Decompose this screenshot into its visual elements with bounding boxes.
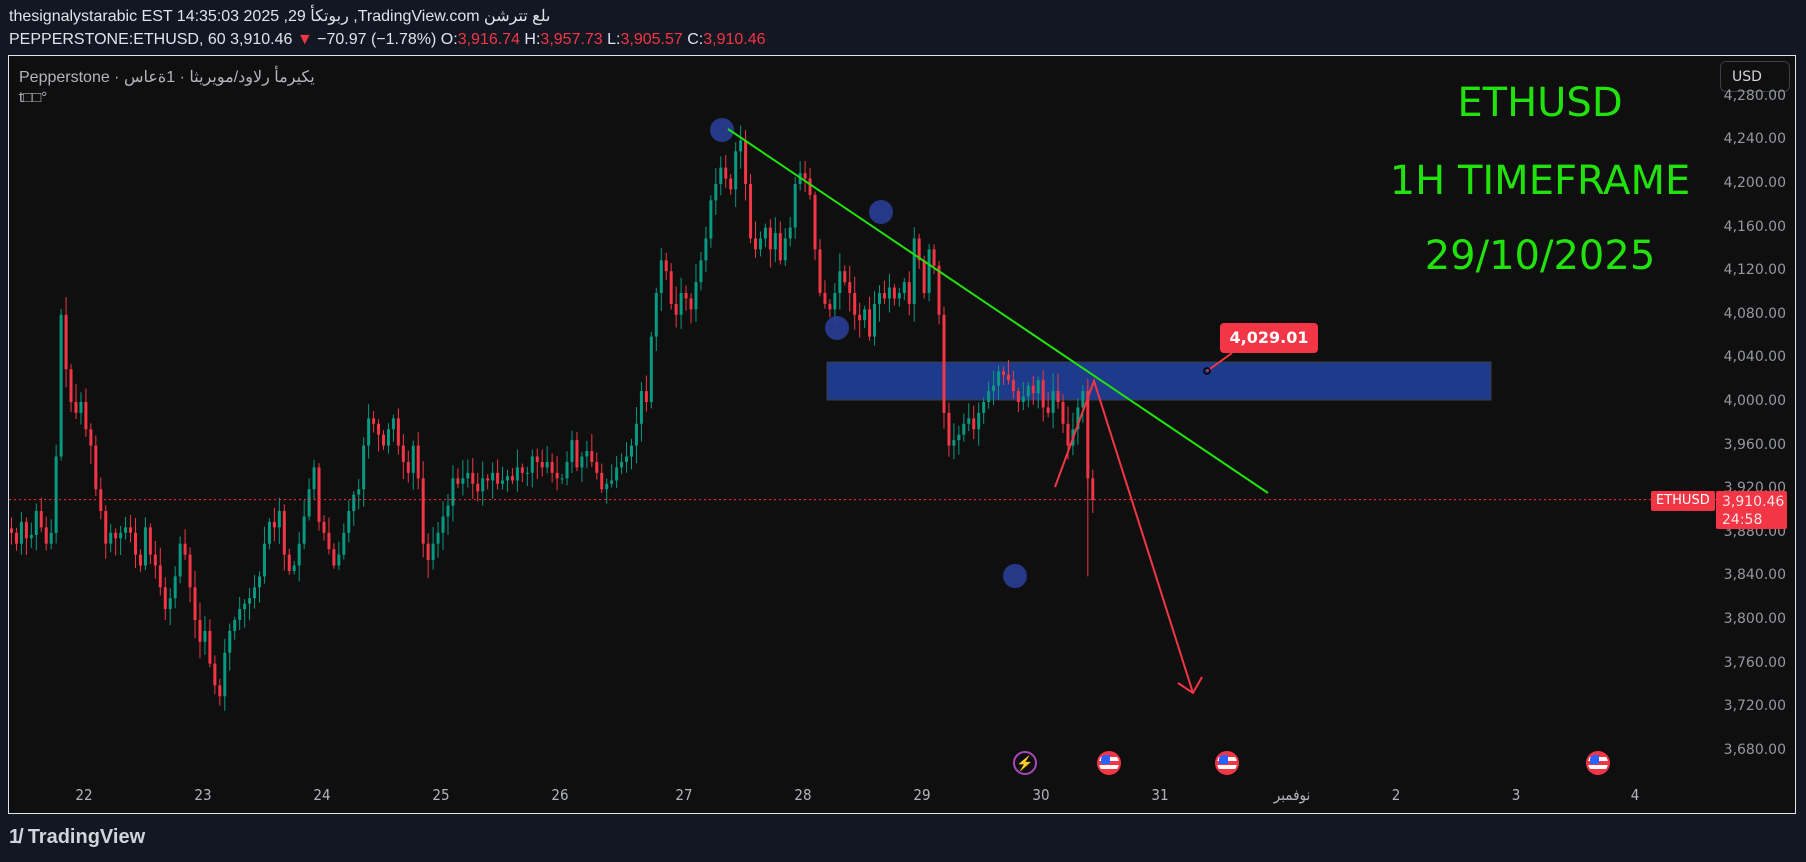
- time-label: 4: [1630, 786, 1640, 804]
- low-label: L:: [607, 31, 621, 48]
- price-label: 4,040.00: [1723, 349, 1786, 366]
- us-flag-event-icon[interactable]: [1097, 751, 1121, 775]
- time-label: 26: [551, 786, 569, 804]
- time-label: 24: [313, 786, 331, 804]
- time-label: 31: [1151, 786, 1169, 804]
- price-label: 4,160.00: [1723, 218, 1786, 235]
- high-label: H:: [524, 31, 541, 48]
- price-label: 3,840.00: [1723, 567, 1786, 584]
- high-value: 3,957.73: [540, 31, 603, 48]
- symbol-info-line: PEPPERSTONE:ETHUSD, 60 3,910.46 ▼ −70.97…: [9, 30, 766, 50]
- us-flag-event-icon[interactable]: [1586, 751, 1610, 775]
- price-label: 4,120.00: [1723, 262, 1786, 279]
- chart-pane[interactable]: [8, 55, 1796, 814]
- time-label: نوفمبر: [1273, 786, 1311, 804]
- last-price-tag: 3,910.46 24:58: [1716, 491, 1787, 529]
- annotation-timeframe: 1H TIMEFRAME: [1389, 158, 1691, 204]
- price-label: 4,200.00: [1723, 175, 1786, 191]
- pivot-marker[interactable]: [710, 118, 734, 142]
- price-label: 4,280.00: [1723, 87, 1786, 104]
- price-label: 4,080.00: [1723, 305, 1786, 322]
- open-value: 3,916.74: [457, 31, 520, 48]
- annotation-symbol: ETHUSD: [1457, 80, 1623, 126]
- projection-arrow[interactable]: [1054, 377, 1194, 694]
- pivot-marker[interactable]: [825, 316, 849, 340]
- chart-legend-indicator: t□□°: [19, 89, 48, 106]
- open-label: O:: [440, 31, 458, 48]
- supply-zone[interactable]: [826, 361, 1492, 401]
- price-label: 3,760.00: [1723, 654, 1786, 671]
- price-label: 3,720.00: [1723, 698, 1786, 715]
- price-label: 3,680.00: [1723, 741, 1786, 758]
- footer-brand: 1/ TradingView: [9, 826, 145, 849]
- low-value: 3,905.57: [620, 31, 683, 48]
- pivot-marker[interactable]: [1003, 564, 1027, 588]
- time-label: 29: [913, 786, 931, 804]
- time-label: 22: [75, 786, 93, 804]
- time-label: 2: [1391, 786, 1401, 804]
- brand-name: TradingView: [27, 826, 146, 848]
- annotation-date: 29/10/2025: [1424, 233, 1656, 279]
- time-label: 23: [194, 786, 212, 804]
- currency-button[interactable]: USD: [1720, 61, 1790, 92]
- symbol-and-price: PEPPERSTONE:ETHUSD, 60 3,910.46: [9, 31, 293, 48]
- close-label: C:: [687, 31, 704, 48]
- price-label: 4,000.00: [1723, 393, 1786, 409]
- price-level-callout[interactable]: 4,029.01: [1220, 323, 1318, 353]
- publish-info: thesignalystarabic EST 14:35:03 2025 ,29…: [9, 8, 551, 25]
- symbol-price-tag: ETHUSD: [1651, 491, 1715, 511]
- price-label: 3,800.00: [1723, 611, 1786, 627]
- tradingview-logo-icon: 1/: [9, 826, 24, 848]
- price-label: 3,960.00: [1723, 436, 1786, 453]
- bar-countdown: 24:58: [1722, 512, 1763, 528]
- down-arrow-icon: ▼: [296, 31, 313, 48]
- time-label: 28: [794, 786, 812, 804]
- price-change: −70.97 (−1.78%): [317, 31, 437, 48]
- time-label: 3: [1511, 786, 1521, 804]
- last-price-value: 3,910.46: [1722, 494, 1785, 510]
- flash-event-icon[interactable]: ⚡: [1013, 751, 1037, 775]
- time-label: 27: [675, 786, 693, 804]
- close-value: 3,910.46: [703, 31, 766, 48]
- chart-legend-source: Pepperstone · يكيرمأ رلاود/مويريثا · 1ةع…: [19, 69, 315, 86]
- trendline[interactable]: [727, 128, 1269, 494]
- us-flag-event-icon[interactable]: [1215, 751, 1239, 775]
- arrowhead-icon: [1177, 676, 1203, 695]
- pivot-marker[interactable]: [869, 200, 893, 224]
- time-label: 30: [1032, 786, 1050, 804]
- price-label: 4,240.00: [1723, 131, 1786, 148]
- time-label: 25: [432, 786, 450, 804]
